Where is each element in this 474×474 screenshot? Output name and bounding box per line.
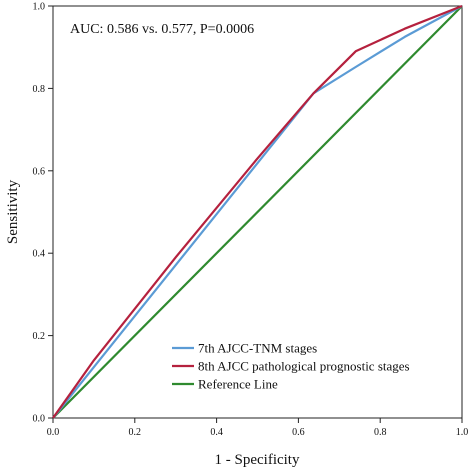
x-tick-label: 0.6 [292,427,305,438]
y-axis: 0.0 0.2 0.4 0.6 0.8 1.0 [33,2,53,425]
y-tick-label: 1.0 [33,2,46,13]
series-lines [52,4,463,419]
auc-annotation: AUC: 0.586 vs. 0.577, P=0.0006 [70,22,254,37]
y-axis-title: Sensitivity [5,179,21,244]
x-tick-label: 0.4 [210,427,223,438]
legend: 7th AJCC-TNM stages 8th AJCC pathological… [172,341,410,392]
legend-label: Reference Line [198,377,278,392]
y-tick-label: 0.6 [33,166,46,177]
x-axis-title: 1 - Specificity [215,452,300,468]
y-tick-label: 0.2 [33,331,46,342]
x-axis: 0.0 0.2 0.4 0.6 0.8 1.0 [47,418,469,438]
legend-label: 8th AJCC pathological prognostic stages [198,359,410,374]
x-tick-label: 0.0 [47,427,60,438]
x-tick-label: 1.0 [456,427,469,438]
x-tick-label: 0.8 [374,427,387,438]
series-line-7th-ajcc-tnm-stages [52,5,463,419]
y-tick-label: 0.0 [33,414,46,425]
y-tick-label: 0.8 [33,84,46,95]
x-tick-label: 0.2 [129,427,142,438]
y-tick-label: 0.4 [33,249,46,260]
series-line-reference-line [52,5,463,419]
series-line-8th-ajcc-pathological-prognostic-stages [52,4,463,419]
legend-label: 7th AJCC-TNM stages [198,341,317,356]
